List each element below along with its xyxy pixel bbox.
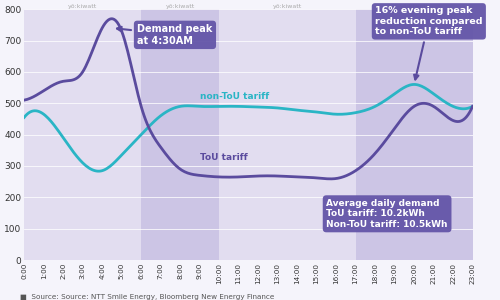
Text: yō:kiwatt: yō:kiwatt xyxy=(272,4,302,9)
Text: Average daily demand
ToU tariff: 10.2kWh
Non-ToU tariff: 10.5kWh: Average daily demand ToU tariff: 10.2kWh… xyxy=(326,199,448,229)
Text: 16% evening peak
reduction compared
to non-ToU tariff: 16% evening peak reduction compared to n… xyxy=(375,7,482,80)
Text: Demand peak
at 4:30AM: Demand peak at 4:30AM xyxy=(117,24,212,46)
Text: yō:kiwatt: yō:kiwatt xyxy=(68,4,98,9)
Bar xyxy=(24,9,141,260)
Bar xyxy=(356,9,472,260)
Text: yō:kiwatt: yō:kiwatt xyxy=(166,4,195,9)
Text: yō:kiwatt: yō:kiwatt xyxy=(400,4,428,9)
Text: ToU tariff: ToU tariff xyxy=(200,153,248,162)
Bar xyxy=(219,9,356,260)
Text: ■  Source: Source: NTT Smile Energy, Bloomberg New Energy Finance: ■ Source: Source: NTT Smile Energy, Bloo… xyxy=(20,293,274,299)
Bar xyxy=(141,9,219,260)
Text: non-ToU tariff: non-ToU tariff xyxy=(200,92,269,101)
